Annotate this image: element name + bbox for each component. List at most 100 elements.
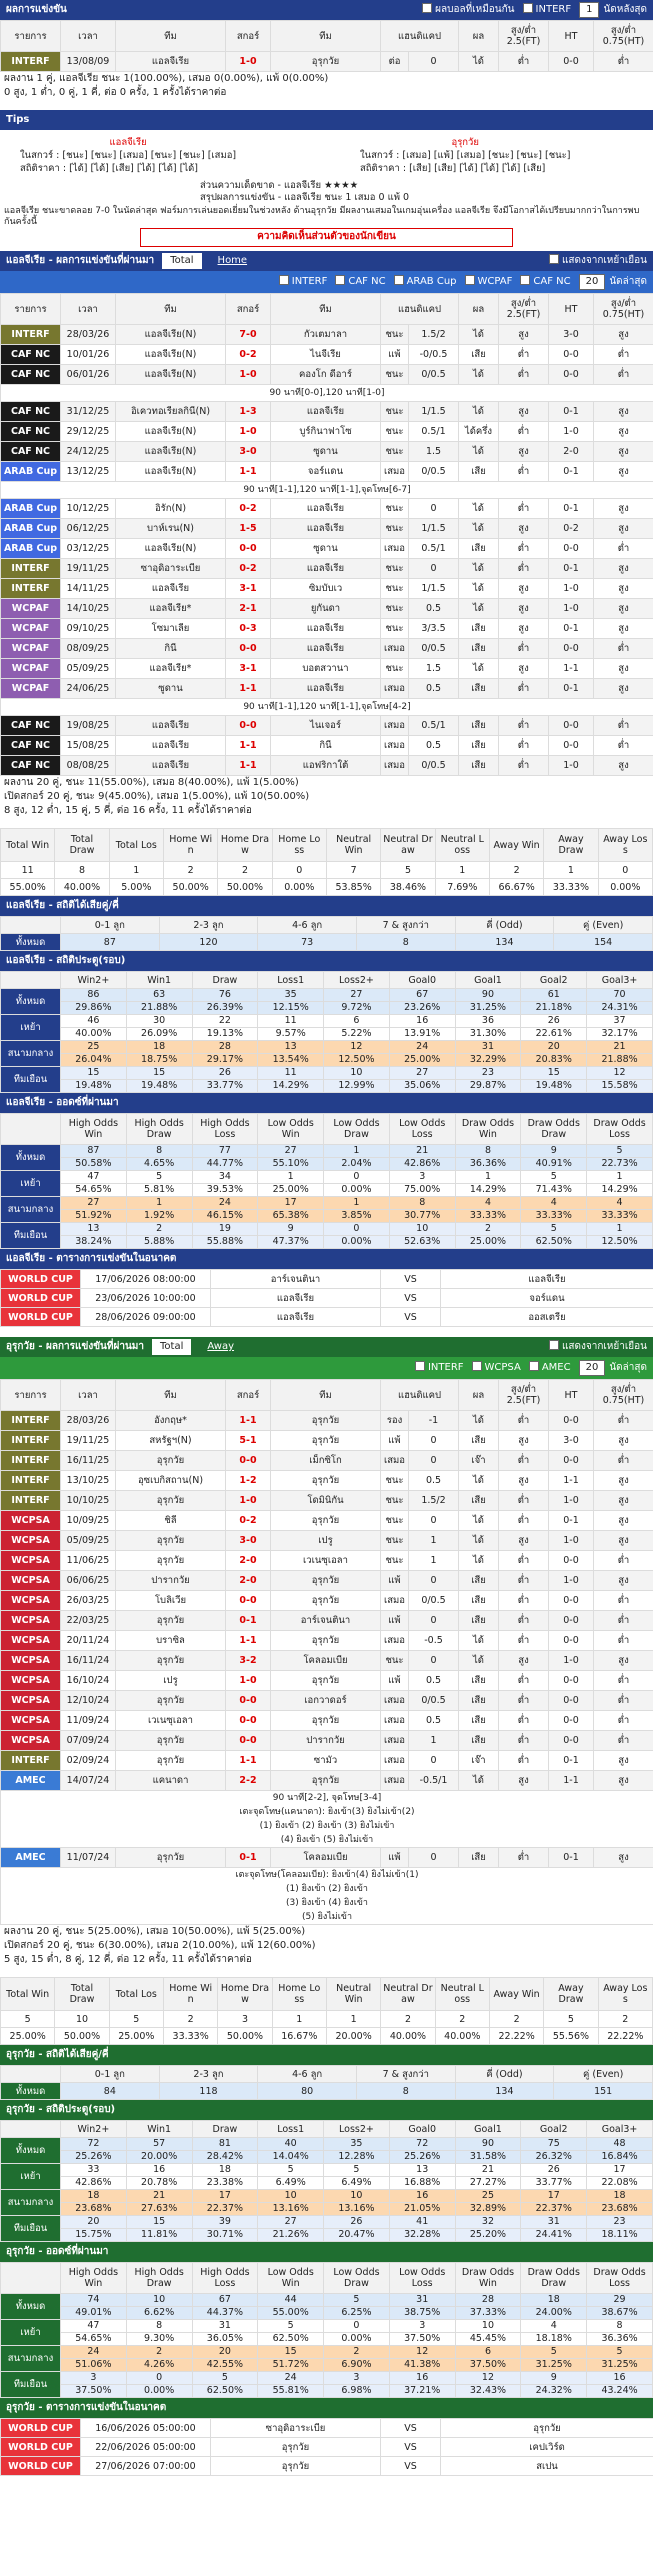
home-team: แอลจีเรีย(N)	[115, 421, 226, 442]
match-row: ARAB Cup 03/12/25 แอลจีเรีย(N) 0-0 ซูดาน เสมอ…	[0, 538, 653, 559]
checkbox[interactable]	[422, 3, 433, 13]
league: INTERF	[0, 578, 61, 599]
percent: 21.18%	[520, 1001, 588, 1015]
away-team: แอลจีเรีย	[270, 401, 381, 422]
select[interactable]: 20	[578, 274, 606, 290]
header-cell: High Odds Draw	[125, 2262, 193, 2294]
league: ARAB Cup	[0, 518, 61, 539]
over-under: สูง	[498, 1430, 549, 1451]
percent: 5.81%	[125, 1183, 193, 1197]
tab[interactable]: Away	[207, 1341, 235, 1352]
team: แอลจีเรีย	[109, 137, 147, 148]
count-row: ทั้งหมด 86 63 76 35 27 67 90 61 70	[0, 988, 653, 1015]
checkbox[interactable]	[528, 1361, 539, 1371]
over-under-ht: สูง	[593, 678, 653, 699]
header-cell: ผล	[458, 1379, 499, 1411]
header-cell: ทีม	[115, 1379, 226, 1411]
count: 16	[388, 2371, 456, 2385]
league: WCPSA	[0, 1610, 61, 1631]
league: WCPAF	[0, 638, 61, 659]
tab[interactable]: Total	[162, 253, 202, 269]
tip-line: สถิติราคา : [ได้] [ได้] [เสีย] [ได้] [ได…	[20, 163, 199, 174]
count: 21	[454, 2163, 522, 2177]
checkbox[interactable]	[393, 275, 404, 285]
percent: 2.04%	[323, 1157, 390, 1171]
filter-label: CAF NC	[533, 276, 571, 287]
handicap: 0.5	[408, 735, 459, 756]
score: 1-5	[225, 518, 271, 539]
handicap: -0.5	[408, 1630, 459, 1651]
stat: 33.33%	[543, 878, 599, 896]
count: 8	[388, 1196, 456, 1210]
count: 10	[323, 1066, 390, 1080]
percent: 30.77%	[388, 1209, 456, 1223]
checkbox[interactable]	[522, 3, 533, 13]
handicap: 0	[408, 1430, 459, 1451]
percent: 31.25%	[586, 2358, 653, 2372]
home-team: อุรุกวัย	[115, 1750, 226, 1771]
checkbox[interactable]	[548, 1340, 559, 1350]
value: 80	[257, 2082, 357, 2100]
row-label: ทั้งหมด	[0, 2137, 61, 2164]
date: 16/11/24	[60, 1650, 116, 1671]
count: 5	[257, 2163, 325, 2177]
percent: 3.85%	[323, 1209, 390, 1223]
away-team: อุรุกวัย	[270, 1410, 381, 1431]
count: 25	[454, 2189, 522, 2203]
result: ได้	[458, 364, 499, 385]
count: 0	[125, 2371, 193, 2385]
date: 28/03/26	[60, 324, 116, 345]
header-cell: ทีม	[270, 20, 381, 52]
percent: 24.00%	[520, 2306, 588, 2320]
checkbox[interactable]	[520, 275, 531, 285]
count: 1	[323, 1144, 390, 1158]
count: 46	[60, 1014, 127, 1028]
date: 24/06/25	[60, 678, 116, 699]
percent: 47.37%	[257, 1235, 325, 1249]
percent: 13.16%	[323, 2202, 390, 2216]
score: 0-0	[225, 1730, 271, 1751]
result: เสีย	[458, 1847, 499, 1868]
over-under-ht: สูง	[593, 461, 653, 482]
filter-label: INTERF	[291, 276, 328, 287]
header-cell: สูง/ต่ำ 0.75(HT)	[593, 20, 653, 52]
select[interactable]: 20	[578, 1360, 606, 1376]
checkbox[interactable]	[548, 254, 559, 264]
stat-grid: Win2+ Win1 Draw Loss1 Loss2+ Goal0 Goal1 Goal2 G…	[0, 971, 653, 1093]
select[interactable]: 1	[579, 2, 600, 18]
handicap-side: เสมอ	[380, 715, 409, 736]
percent: 22.37%	[520, 2202, 588, 2216]
checkbox[interactable]	[464, 275, 475, 285]
percent: 50.58%	[60, 1157, 127, 1171]
count: 5	[323, 2293, 390, 2307]
checkbox[interactable]	[278, 275, 289, 285]
opinion-link[interactable]: ความคิดเห็นส่วนตัวของนักเขียน	[140, 228, 513, 247]
handicap: 1/1.5	[408, 578, 459, 599]
home-team: แคนาดา	[115, 1770, 226, 1791]
result: ได้	[458, 1470, 499, 1491]
count: 34	[191, 1170, 259, 1184]
checkbox[interactable]	[414, 1361, 425, 1371]
match-row: WCPSA 12/10/24 อุรุกวัย 0-0 เอกวาดอร์ เสมอ 0/0…	[0, 1690, 653, 1711]
tab[interactable]: Total	[152, 1339, 192, 1355]
count: 10	[323, 2189, 390, 2203]
header-cell: High Odds Win	[60, 2262, 127, 2294]
score: 0-2	[225, 498, 271, 519]
percent: 55.10%	[257, 1157, 325, 1171]
checkbox[interactable]	[471, 1361, 482, 1371]
header-blank	[0, 1113, 61, 1145]
count: 4	[520, 1196, 588, 1210]
tab[interactable]: Home	[217, 255, 248, 266]
summary-line: 5 สูง, 15 ต่ำ, 8 คู่, 12 คี่, ต่อ 12 ครั…	[4, 1954, 252, 1965]
stat: 40.00%	[54, 878, 110, 896]
over-under-ht: สูง	[593, 1530, 653, 1551]
over-under-ht: สูง	[593, 598, 653, 619]
half-time: 0-1	[548, 1750, 594, 1771]
toggle: แสดงจากเหย้าเยือน	[541, 1337, 647, 1357]
note: 90 นาที[1-1],120 นาที[1-1],จุดโทษ[4-2]	[0, 698, 653, 716]
count: 6	[454, 2345, 522, 2359]
checkbox[interactable]	[335, 275, 346, 285]
h2h-table: รายการ เวลา ทีม สกอร์ ทีม แฮนดิแคป ผล สูง/ต่ำ 2…	[0, 20, 653, 72]
percent: 33.33%	[454, 1209, 522, 1223]
result: เสีย	[458, 1690, 499, 1711]
